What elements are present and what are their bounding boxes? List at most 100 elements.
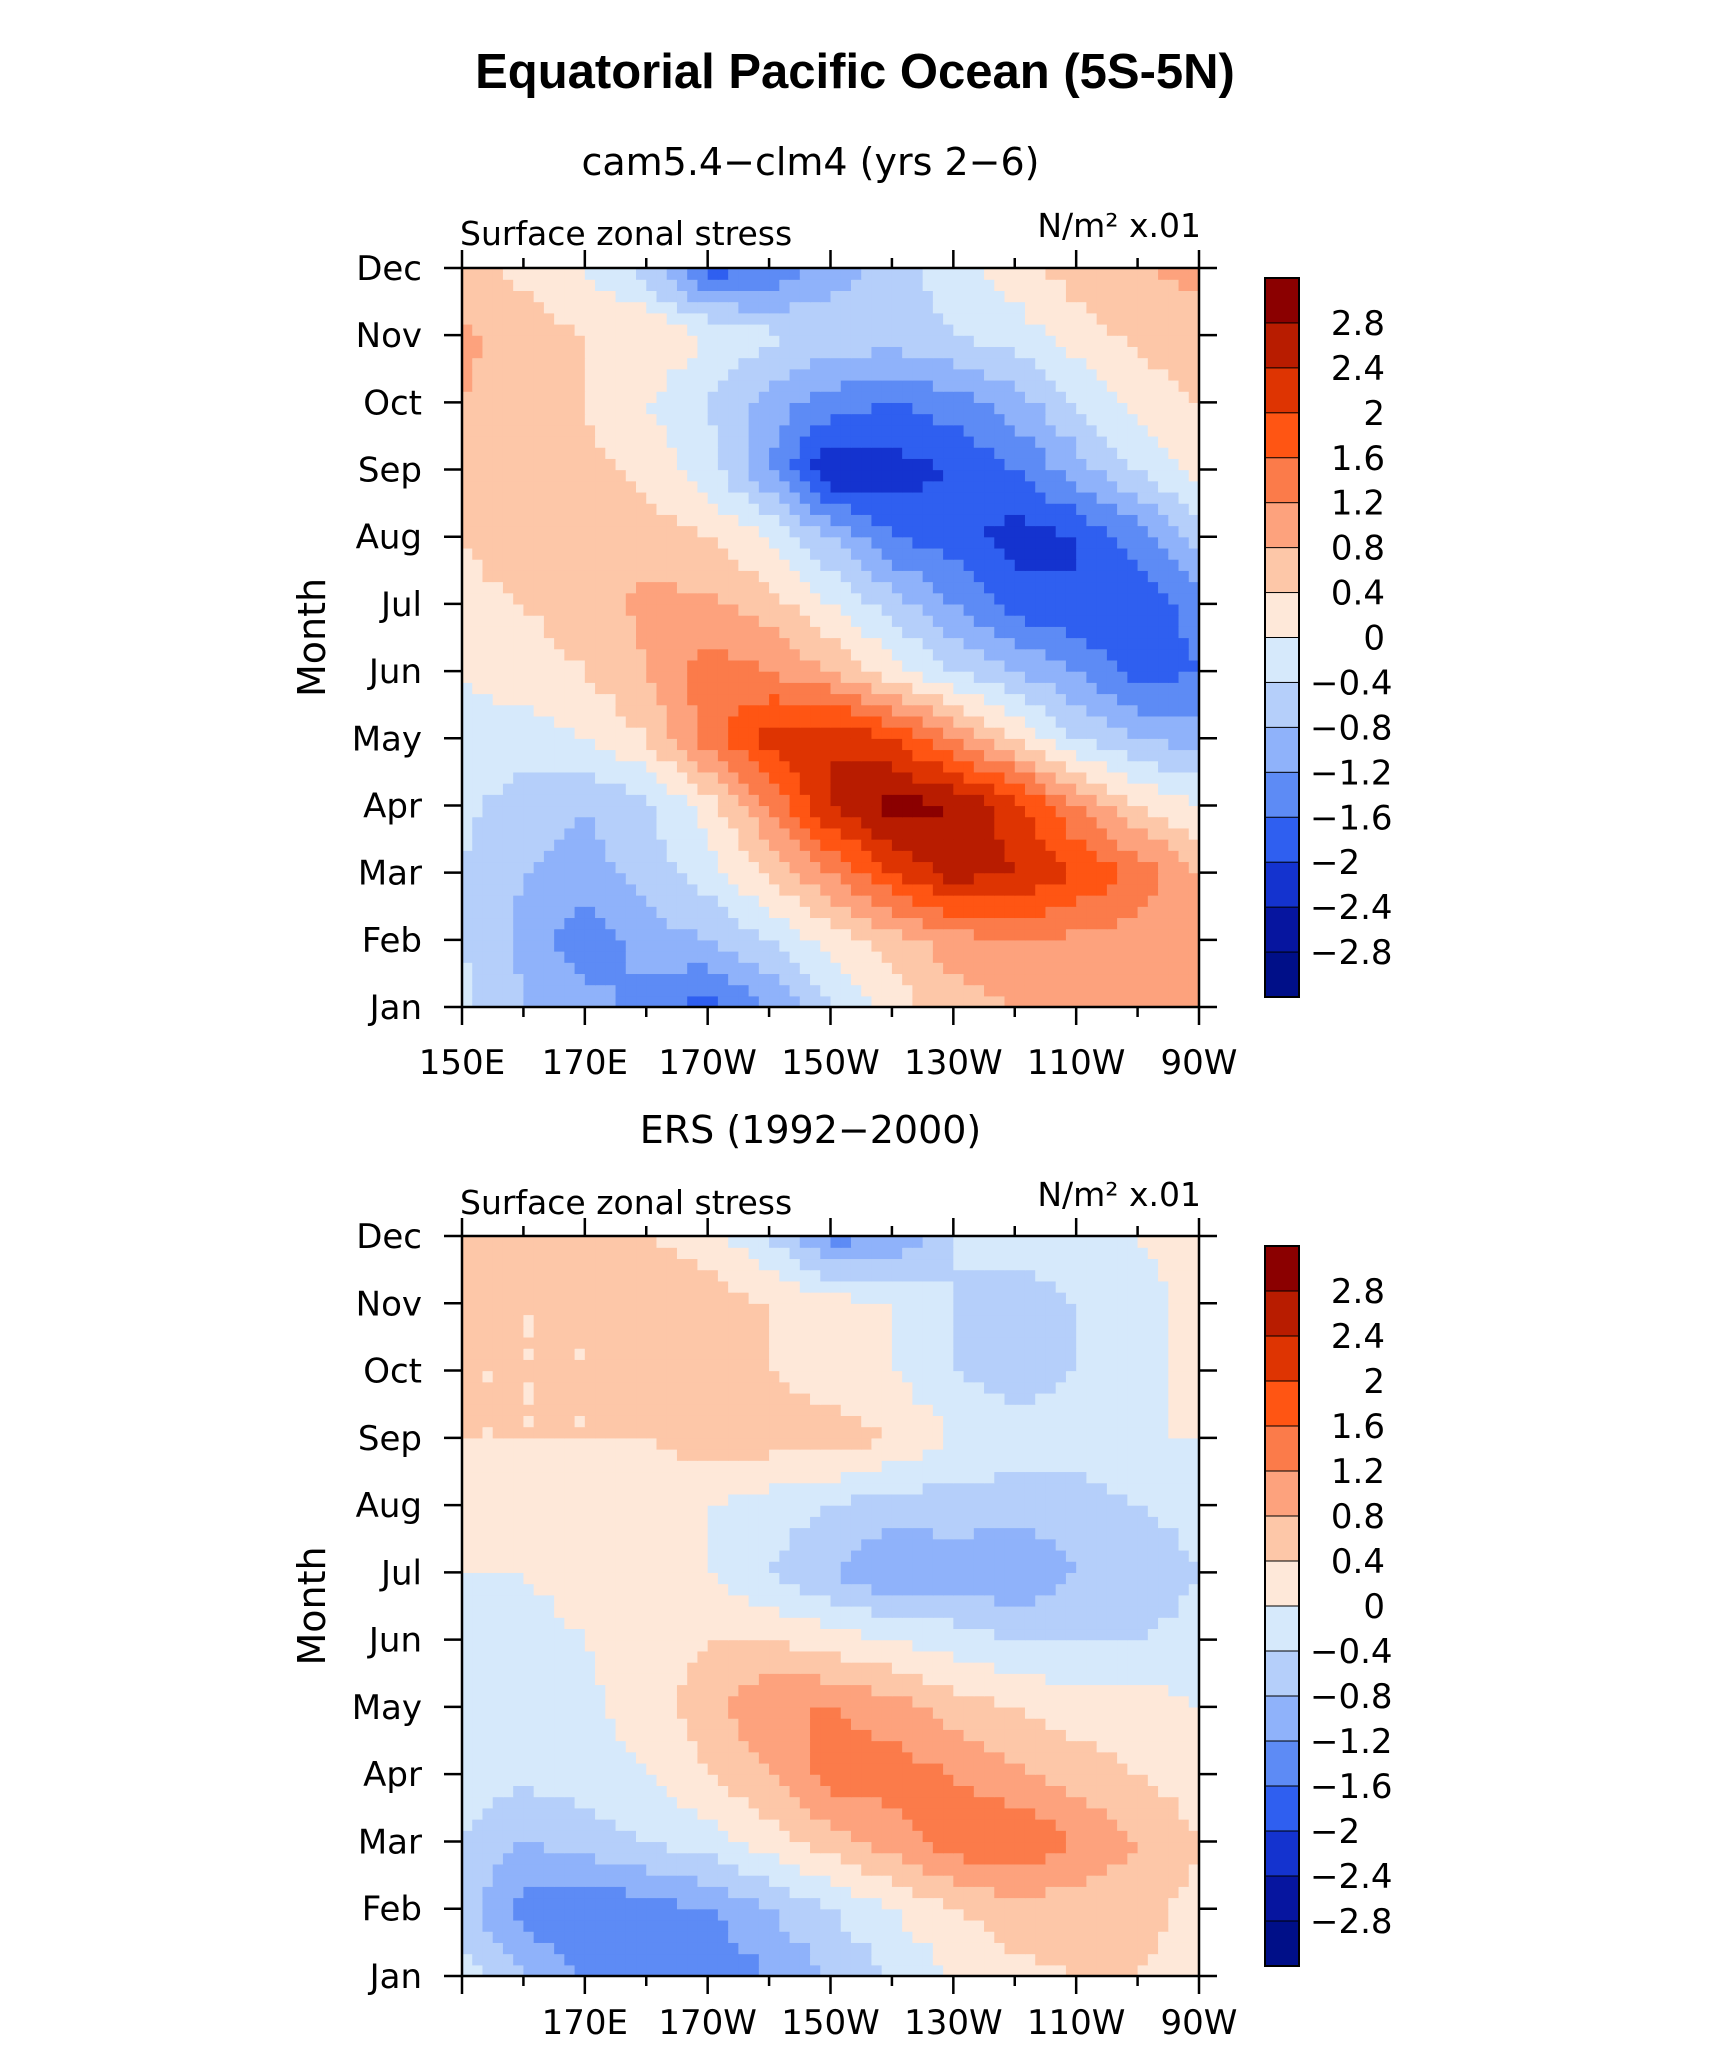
heatmap-cell — [943, 872, 954, 885]
heatmap-cell — [615, 827, 627, 840]
heatmap-cell — [994, 659, 1006, 672]
heatmap-cell — [1096, 1964, 1108, 1977]
heatmap-cell — [922, 962, 934, 975]
heatmap-cell — [799, 671, 811, 683]
heatmap-cell — [615, 379, 627, 392]
heatmap-cell — [523, 861, 535, 874]
heatmap-cell — [554, 268, 565, 280]
heatmap-cell — [543, 727, 555, 739]
heatmap-cell — [953, 525, 965, 538]
heatmap-cell — [513, 637, 525, 650]
heatmap-cell — [1055, 447, 1067, 459]
heatmap-cell — [1096, 335, 1108, 347]
heatmap-cell — [769, 615, 780, 627]
heatmap-cell — [1065, 771, 1077, 784]
heatmap-cell — [994, 268, 1006, 280]
heatmap-cell — [656, 357, 668, 370]
heatmap-cell — [584, 469, 596, 482]
heatmap-cell — [1045, 268, 1057, 280]
heatmap-cell — [871, 984, 883, 997]
heatmap-cell — [472, 693, 484, 706]
heatmap-cell — [676, 603, 688, 616]
heatmap-cell — [502, 648, 514, 661]
heatmap-cell — [625, 559, 637, 571]
heatmap-cell — [738, 268, 750, 280]
heatmap-cell — [1004, 816, 1016, 829]
heatmap-cell — [697, 469, 709, 482]
heatmap-cell — [543, 872, 555, 885]
heatmap-cell — [523, 279, 535, 291]
heatmap-cell — [595, 491, 606, 504]
heatmap-cell — [687, 682, 699, 695]
heatmap-cell — [615, 671, 627, 683]
heatmap-cell — [1106, 323, 1118, 336]
heatmap-cell — [738, 301, 750, 314]
heatmap-cell — [605, 939, 617, 952]
heatmap-cell — [636, 715, 647, 728]
heatmap-cell — [472, 917, 484, 930]
heatmap-cell — [1168, 469, 1180, 482]
heatmap-cell — [697, 928, 709, 941]
heatmap-cell — [502, 962, 514, 975]
heatmap-cell — [902, 290, 913, 303]
heatmap-cell — [769, 917, 780, 930]
heatmap-cell — [1065, 951, 1077, 963]
heatmap-cell — [1106, 491, 1118, 504]
heatmap-cell — [810, 928, 821, 941]
heatmap-cell — [830, 279, 842, 291]
heatmap-cell — [462, 906, 473, 919]
heatmap-cell — [676, 883, 688, 896]
heatmap-cell — [1117, 335, 1128, 347]
heatmap-cell — [1024, 469, 1036, 482]
heatmap-cell — [1024, 323, 1036, 336]
heatmap-cell — [1055, 850, 1067, 863]
heatmap-cell — [891, 906, 903, 919]
heatmap-cell — [646, 469, 658, 482]
heatmap-cell — [656, 312, 668, 325]
heatmap-cell — [502, 290, 514, 303]
heatmap-cell — [462, 1953, 473, 1966]
heatmap-cell — [984, 771, 995, 784]
heatmap-cell — [840, 704, 852, 717]
heatmap-cell — [1168, 290, 1180, 303]
heatmap-cell — [564, 637, 576, 650]
heatmap-cell — [462, 435, 473, 448]
heatmap-cell — [513, 783, 525, 795]
heatmap-cell — [605, 503, 617, 515]
heatmap-cell — [850, 805, 862, 818]
heatmap-cell — [1024, 816, 1036, 829]
heatmap-cell — [840, 794, 852, 807]
heatmap-cell — [584, 626, 596, 639]
heatmap-cell — [707, 693, 719, 706]
heatmap-cell — [789, 357, 801, 370]
heatmap-cell — [1004, 984, 1016, 997]
heatmap-cell — [636, 951, 647, 963]
heatmap-cell — [912, 738, 924, 751]
heatmap-cell — [523, 760, 535, 773]
heatmap-cell — [554, 637, 565, 650]
heatmap-cell — [697, 995, 709, 1008]
heatmap-cell — [1147, 514, 1159, 527]
heatmap-cell — [1035, 816, 1047, 829]
heatmap-cell — [717, 536, 729, 549]
heatmap-cell — [1086, 346, 1098, 359]
heatmap-cell — [922, 637, 934, 650]
heatmap-cell — [1147, 760, 1159, 773]
heatmap-cell — [697, 715, 709, 728]
heatmap-cell — [1117, 805, 1128, 818]
heatmap-cell — [472, 872, 484, 885]
heatmap-cell — [943, 659, 954, 672]
heatmap-cell — [1158, 413, 1169, 426]
heatmap-cell — [595, 1953, 606, 1966]
heatmap-cell — [513, 648, 525, 661]
heatmap-cell — [1127, 861, 1139, 874]
heatmap-cell — [943, 973, 954, 986]
heatmap-cell — [963, 850, 975, 863]
heatmap-cell — [543, 1964, 555, 1977]
heatmap-cell — [902, 491, 913, 504]
heatmap-cell — [1014, 715, 1026, 728]
heatmap-cell — [676, 906, 688, 919]
heatmap-cell — [1188, 615, 1200, 627]
heatmap-cell — [973, 839, 985, 851]
heatmap-cell — [543, 771, 555, 784]
